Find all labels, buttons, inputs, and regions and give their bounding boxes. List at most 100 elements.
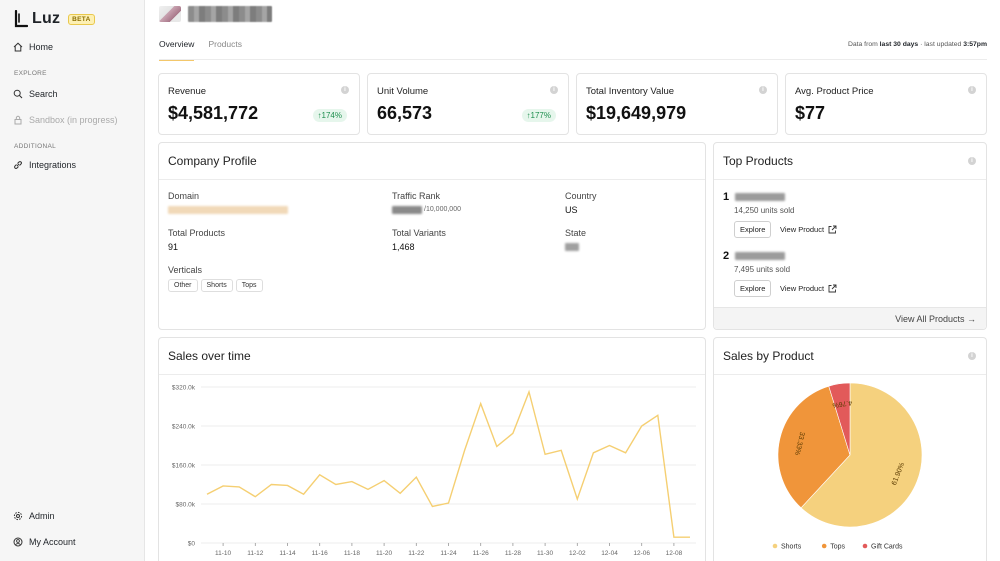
data-point: [657, 414, 659, 416]
traffic-rank-redacted: [392, 206, 422, 214]
data-point: [624, 452, 626, 454]
search-icon: [13, 89, 23, 99]
info-icon[interactable]: i: [968, 157, 976, 165]
nav-sandbox[interactable]: Sandbox (in progress): [13, 115, 118, 125]
data-range: last 30 days: [879, 41, 919, 48]
total-products-value: 91: [168, 242, 179, 252]
nav-integrations[interactable]: Integrations: [13, 160, 76, 170]
metric-card-inventory-value: Total Inventory Value i $19,649,979: [576, 73, 778, 135]
data-prefix: Data from: [847, 41, 880, 48]
x-tick-label: 11-12: [247, 550, 264, 557]
legend-label[interactable]: Gift Cards: [871, 544, 903, 551]
data-point: [206, 493, 208, 495]
x-tick-label: 11-28: [505, 550, 522, 557]
tab-overview[interactable]: Overview: [159, 39, 195, 61]
y-tick-label: $0: [188, 541, 196, 548]
product-name-redacted[interactable]: [735, 252, 785, 260]
data-point: [512, 432, 514, 434]
info-icon[interactable]: i: [968, 352, 976, 360]
nav-my-account-label: My Account: [29, 537, 76, 547]
country-value: US: [565, 205, 578, 215]
view-product-label: View Product: [780, 225, 825, 234]
data-point: [544, 453, 546, 455]
view-all-bar: View All Products →: [714, 307, 986, 329]
legend-label[interactable]: Tops: [830, 544, 845, 551]
luz-logo-icon: [14, 10, 28, 28]
pie-slice[interactable]: [800, 382, 923, 528]
x-tick-label: 11-24: [440, 550, 457, 557]
growth-badge: ↑177%: [521, 109, 556, 122]
explore-button[interactable]: Explore: [734, 221, 772, 238]
company-profile-card: Company Profile Domain Traffic Rank /10,…: [158, 142, 706, 330]
home-icon: [13, 42, 23, 52]
data-point: [463, 449, 465, 451]
info-icon[interactable]: i: [968, 86, 976, 94]
y-tick-label: $240.0k: [172, 424, 196, 431]
metric-value: $4,581,772: [168, 103, 259, 123]
pie-slice[interactable]: [828, 382, 851, 456]
tab-products[interactable]: Products: [208, 39, 242, 49]
state-label: State: [565, 228, 587, 238]
logo[interactable]: Luz BETA: [14, 10, 95, 28]
info-icon[interactable]: i: [759, 86, 767, 94]
product-rank: 1: [723, 191, 730, 203]
metric-card-avg-price: Avg. Product Price i $77: [785, 73, 987, 135]
x-tick-label: 12-04: [601, 550, 618, 557]
sales-over-time-card: Sales over time $0 $80.0k $160.0k $240.0k $3…: [158, 337, 706, 561]
metric-card-unit-volume: Unit Volume i 66,573 ↑177%: [367, 73, 569, 135]
data-point: [238, 486, 240, 488]
data-point: [673, 536, 675, 538]
verticals-chips: Other Shorts Tops: [168, 279, 266, 292]
units-sold: 7,495 units sold: [734, 265, 791, 274]
nav-sandbox-label: Sandbox (in progress): [29, 115, 118, 125]
total-variants-value: 1,468: [392, 242, 415, 252]
vertical-chip[interactable]: Tops: [235, 279, 263, 292]
legend-label[interactable]: Shorts: [781, 544, 802, 551]
data-point: [608, 444, 610, 446]
total-variants-label: Total Variants: [392, 228, 446, 238]
view-product-link[interactable]: View Product: [780, 284, 837, 293]
data-point: [480, 402, 482, 404]
traffic-rank-label: Traffic Rank: [392, 191, 441, 201]
vertical-chip[interactable]: Other: [168, 279, 198, 292]
pie-slice[interactable]: [777, 385, 851, 509]
x-tick-label: 12-06: [633, 550, 650, 557]
nav-my-account[interactable]: My Account: [13, 537, 76, 547]
data-freshness: Data from last 30 days · last updated 3:…: [848, 41, 987, 48]
nav-search[interactable]: Search: [13, 89, 58, 99]
data-point: [528, 391, 530, 393]
legend-swatch: [862, 543, 868, 549]
logo-text: Luz: [32, 10, 61, 27]
product-name-redacted[interactable]: [735, 193, 785, 201]
x-tick-label: 11-30: [537, 550, 554, 557]
page-tabs: Overview Products: [159, 39, 242, 61]
lock-icon: [14, 115, 22, 125]
data-mid: · last updated: [918, 41, 964, 48]
view-product-link[interactable]: View Product: [780, 225, 837, 234]
domain-value-redacted[interactable]: [168, 206, 288, 214]
x-tick-label: 11-18: [344, 550, 361, 557]
vertical-chip[interactable]: Shorts: [200, 279, 233, 292]
data-point: [286, 484, 288, 486]
x-tick-label: 11-16: [312, 550, 329, 557]
y-tick-label: $80.0k: [175, 502, 195, 509]
info-icon[interactable]: i: [550, 86, 558, 94]
card-title: Company Profile: [168, 154, 257, 168]
sidebar: Luz BETA Home EXPLORE Search Sandbox (in…: [0, 0, 145, 561]
explore-section-label: EXPLORE: [14, 70, 47, 77]
nav-home[interactable]: Home: [13, 42, 53, 52]
explore-button[interactable]: Explore: [734, 280, 772, 297]
legend-swatch: [821, 543, 827, 549]
card-title: Sales by Product: [723, 349, 814, 363]
view-all-products-link[interactable]: View All Products →: [895, 314, 976, 324]
top-products-card: Top Products i 1 14,250 units sold Explo…: [713, 142, 987, 330]
data-point: [335, 483, 337, 485]
nav-admin[interactable]: Admin: [13, 511, 55, 521]
brand-avatar: [159, 6, 181, 22]
series-line: [206, 389, 690, 538]
view-product-label: View Product: [780, 284, 825, 293]
nav-home-label: Home: [29, 42, 54, 52]
beta-badge: BETA: [68, 13, 95, 25]
nav-admin-label: Admin: [29, 511, 55, 521]
info-icon[interactable]: i: [341, 86, 349, 94]
